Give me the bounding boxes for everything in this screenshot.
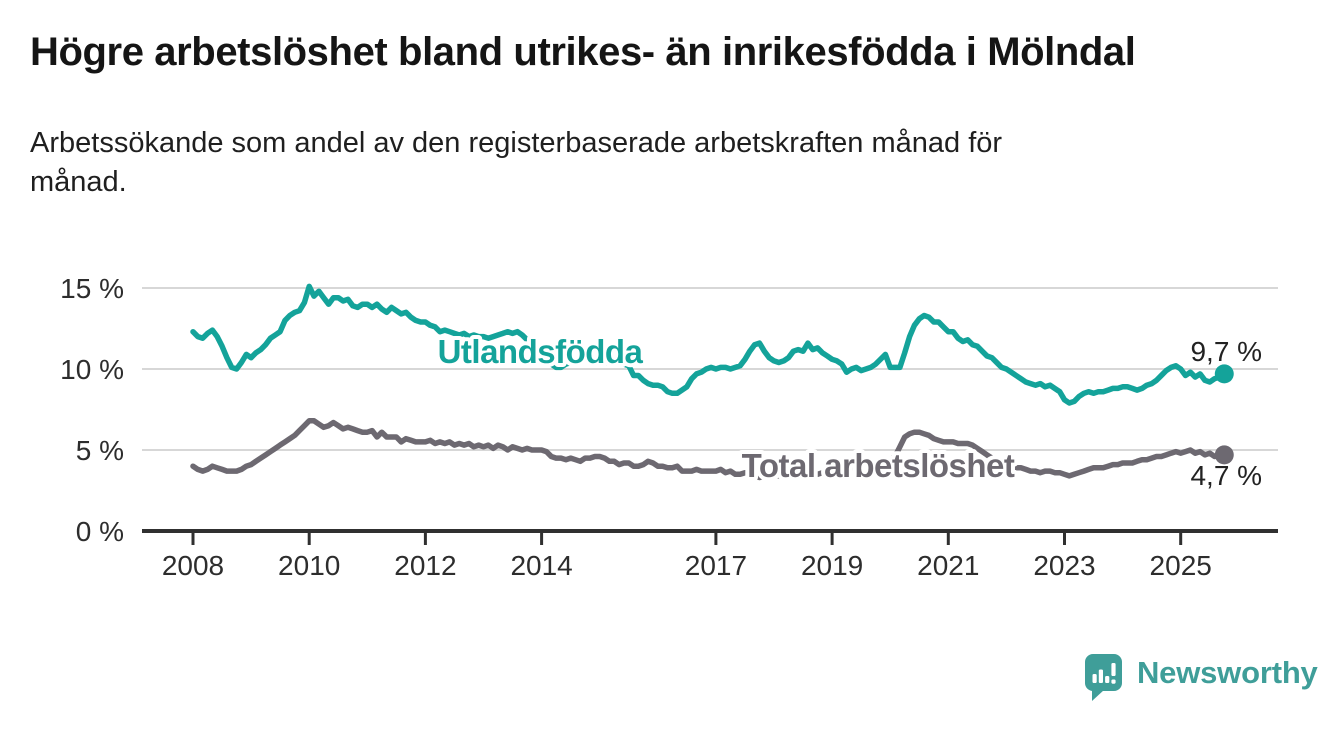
series-label-utlandsfodda: Utlandsfödda xyxy=(438,333,644,370)
y-axis-label-15: 15 % xyxy=(60,273,124,304)
x-axis-label-2021: 2021 xyxy=(917,550,979,581)
x-axis-label-2025: 2025 xyxy=(1150,550,1212,581)
newsworthy-logo-text: Newsworthy xyxy=(1137,655,1318,690)
newsworthy-logo: Newsworthy xyxy=(1085,654,1318,702)
chart-subtitle-line-1: Arbetssökande som andel av den registerb… xyxy=(30,127,1003,159)
x-axis-label-2023: 2023 xyxy=(1033,550,1095,581)
x-axis-label-2012: 2012 xyxy=(394,550,456,581)
page-title: Högre arbetslöshet bland utrikes- än inr… xyxy=(30,30,1136,74)
x-axis-label-2014: 2014 xyxy=(510,550,572,581)
x-axis-label-2010: 2010 xyxy=(278,550,340,581)
y-axis-label-0: 0 % xyxy=(76,516,124,547)
series-label-total-arbetsloshet: Total arbetslöshet xyxy=(742,447,1015,484)
y-axis-label-5: 5 % xyxy=(76,435,124,466)
x-axis-label-2008: 2008 xyxy=(162,550,224,581)
end-dot-total-arbetsloshet xyxy=(1214,445,1234,465)
series-line-total-arbetsloshet xyxy=(190,418,1228,481)
y-axis-label-10: 10 % xyxy=(60,354,124,385)
end-dot-utlandsfodda xyxy=(1214,364,1234,384)
end-value-label-utlandsfodda: 9,7 % xyxy=(1190,336,1262,367)
end-value-label-total-arbetsloshet: 4,7 % xyxy=(1190,460,1262,491)
chart-subtitle: Arbetssökande som andel av den registerb… xyxy=(30,124,1310,202)
x-axis-label-2017: 2017 xyxy=(685,550,747,581)
series-line-utlandsfodda xyxy=(190,283,1228,406)
newsworthy-logo-icon xyxy=(1085,654,1122,701)
chart-subtitle-line-2: månad. xyxy=(30,166,127,198)
x-axis-label-2019: 2019 xyxy=(801,550,863,581)
